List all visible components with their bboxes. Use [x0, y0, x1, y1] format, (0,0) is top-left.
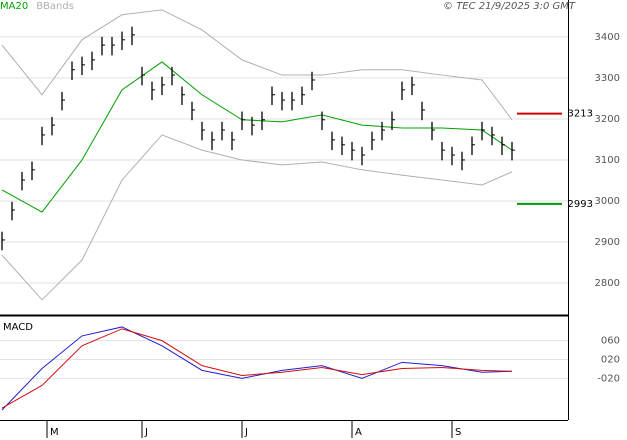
legend-entry: BBands [36, 1, 74, 12]
x-tick-label: A [355, 427, 362, 438]
y-tick-label: 2800 [595, 278, 620, 289]
y-tick-label: 3400 [595, 32, 620, 43]
macd-title: MACD [3, 322, 33, 333]
level-label: 2993 [568, 199, 593, 210]
y-tick-label: 060 [601, 336, 620, 347]
x-tick-label: S [455, 427, 461, 438]
x-tick-label: M [50, 427, 59, 438]
y-tick-label: 2900 [595, 237, 620, 248]
level-label: 3213 [568, 109, 593, 120]
y-tick-label: 020 [601, 355, 620, 366]
y-tick-label: 3200 [595, 114, 620, 125]
copyright: © TEC 21/9/2025 3:0 GMT [443, 1, 576, 12]
y-tick-label: 3000 [595, 196, 620, 207]
line [1, 328, 513, 409]
line [1, 9, 513, 121]
line [1, 134, 513, 301]
y-tick-label: -020 [597, 373, 620, 384]
y-tick-label: 3300 [595, 73, 620, 84]
x-tick-label: J [244, 427, 248, 438]
legend-entry: MA20 [0, 1, 28, 12]
x-tick-label: J [144, 427, 148, 438]
y-tick-label: 3100 [595, 155, 620, 166]
